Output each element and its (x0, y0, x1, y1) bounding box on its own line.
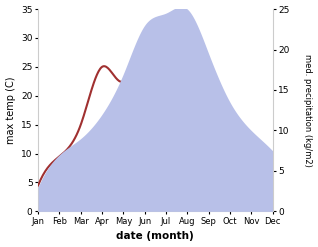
Y-axis label: max temp (C): max temp (C) (5, 76, 16, 144)
Y-axis label: med. precipitation (kg/m2): med. precipitation (kg/m2) (303, 54, 313, 167)
X-axis label: date (month): date (month) (116, 231, 194, 242)
